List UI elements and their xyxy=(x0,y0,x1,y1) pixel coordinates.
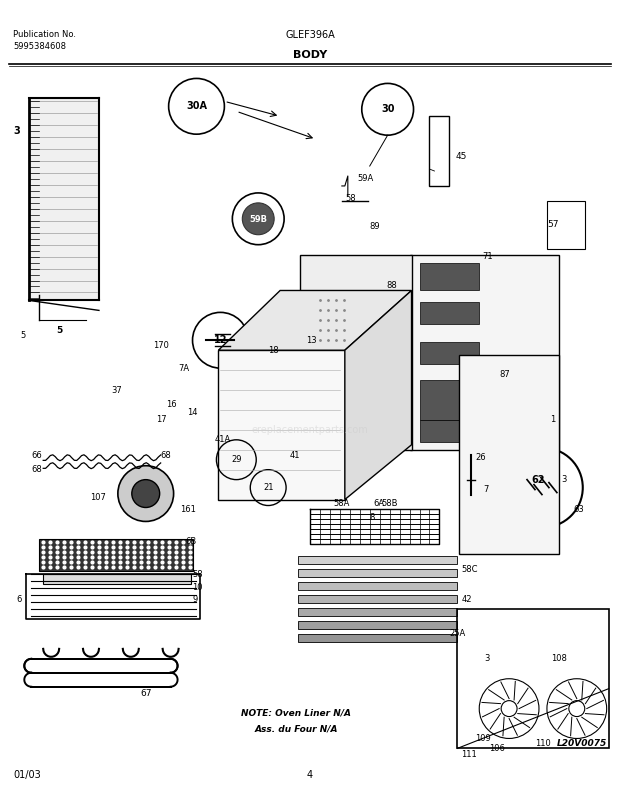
Text: 17: 17 xyxy=(156,415,166,425)
Text: 6A: 6A xyxy=(374,499,385,508)
Text: 58C: 58C xyxy=(461,565,478,574)
Text: 3: 3 xyxy=(561,475,566,484)
Bar xyxy=(420,303,479,324)
Text: 58A: 58A xyxy=(334,499,350,508)
Text: 66: 66 xyxy=(31,451,42,461)
Text: 4: 4 xyxy=(307,770,313,781)
Bar xyxy=(298,569,458,577)
Text: 21: 21 xyxy=(263,483,273,492)
Text: 62: 62 xyxy=(531,475,545,484)
Circle shape xyxy=(132,480,160,507)
Text: ereplacementparts.com: ereplacementparts.com xyxy=(252,425,368,435)
Text: 3: 3 xyxy=(13,126,20,137)
Text: 6: 6 xyxy=(16,595,22,603)
Text: 45: 45 xyxy=(455,152,467,160)
Bar xyxy=(420,263,479,291)
Bar xyxy=(298,621,458,629)
Bar xyxy=(430,116,450,186)
Circle shape xyxy=(242,203,274,235)
Text: 87: 87 xyxy=(499,369,510,379)
Text: 7: 7 xyxy=(483,485,489,494)
Text: 107: 107 xyxy=(90,493,106,502)
Text: 5: 5 xyxy=(20,331,26,340)
Text: 108: 108 xyxy=(551,654,567,663)
Text: 29: 29 xyxy=(231,455,242,464)
Bar xyxy=(298,608,458,616)
Text: BODY: BODY xyxy=(293,49,327,60)
Text: 8: 8 xyxy=(370,513,375,522)
Polygon shape xyxy=(218,291,412,350)
Text: 6B: 6B xyxy=(185,537,197,545)
Bar xyxy=(420,420,479,441)
Text: 109: 109 xyxy=(476,734,491,743)
Polygon shape xyxy=(218,350,345,499)
Text: Ass. du Four N/A: Ass. du Four N/A xyxy=(254,724,338,733)
Bar xyxy=(39,539,193,571)
Text: 25A: 25A xyxy=(450,630,466,638)
Text: 41A: 41A xyxy=(215,435,231,445)
Text: 26: 26 xyxy=(476,453,486,462)
Text: 7A: 7A xyxy=(179,364,190,372)
Text: 9: 9 xyxy=(193,595,198,603)
Text: 37: 37 xyxy=(111,386,122,395)
Text: 170: 170 xyxy=(153,341,169,349)
Bar xyxy=(420,380,479,420)
Text: Publication No.: Publication No. xyxy=(14,29,76,39)
Text: 58: 58 xyxy=(193,570,203,579)
Bar xyxy=(43,574,190,584)
Text: 1: 1 xyxy=(550,415,555,425)
Text: 161: 161 xyxy=(180,505,197,514)
Text: 18: 18 xyxy=(268,345,279,355)
Text: 111: 111 xyxy=(461,750,477,759)
Text: 71: 71 xyxy=(482,252,492,261)
Bar xyxy=(298,582,458,590)
Polygon shape xyxy=(29,98,99,300)
Text: 59B: 59B xyxy=(249,215,267,224)
Text: 106: 106 xyxy=(489,744,505,753)
Text: 68: 68 xyxy=(161,451,171,461)
Bar xyxy=(298,634,458,642)
Polygon shape xyxy=(345,291,412,499)
Text: 42: 42 xyxy=(461,595,472,603)
Text: 5: 5 xyxy=(56,326,62,335)
Bar xyxy=(298,596,458,603)
Text: GLEF396A: GLEF396A xyxy=(285,29,335,40)
Circle shape xyxy=(118,466,174,522)
Bar xyxy=(420,342,479,364)
Bar xyxy=(547,201,585,249)
Text: 58: 58 xyxy=(346,195,356,203)
Text: 57: 57 xyxy=(547,220,559,229)
Text: 10: 10 xyxy=(193,583,203,592)
Text: L20V0075: L20V0075 xyxy=(556,739,606,748)
Text: 30A: 30A xyxy=(186,102,207,111)
Text: 67: 67 xyxy=(141,689,153,698)
Text: 59A: 59A xyxy=(358,175,374,183)
Text: 30: 30 xyxy=(381,104,394,114)
Text: 14: 14 xyxy=(188,408,198,418)
Text: 88: 88 xyxy=(387,281,397,290)
Text: 89: 89 xyxy=(370,222,380,231)
Text: 41: 41 xyxy=(290,451,301,461)
Polygon shape xyxy=(300,255,412,449)
Text: 12: 12 xyxy=(214,335,227,345)
Polygon shape xyxy=(410,255,559,449)
Text: 63: 63 xyxy=(574,505,585,514)
Text: NOTE: Oven Liner N/A: NOTE: Oven Liner N/A xyxy=(241,708,351,717)
Text: 3: 3 xyxy=(484,654,490,663)
Bar xyxy=(298,557,458,565)
Text: 68: 68 xyxy=(31,465,42,474)
Bar xyxy=(459,355,559,554)
Text: 5995384608: 5995384608 xyxy=(14,41,66,51)
Text: 58B: 58B xyxy=(381,499,398,508)
Text: 16: 16 xyxy=(166,400,176,410)
Bar xyxy=(458,609,609,749)
Text: 01/03: 01/03 xyxy=(14,770,41,781)
Text: 13: 13 xyxy=(306,336,317,345)
Text: 110: 110 xyxy=(535,739,551,748)
